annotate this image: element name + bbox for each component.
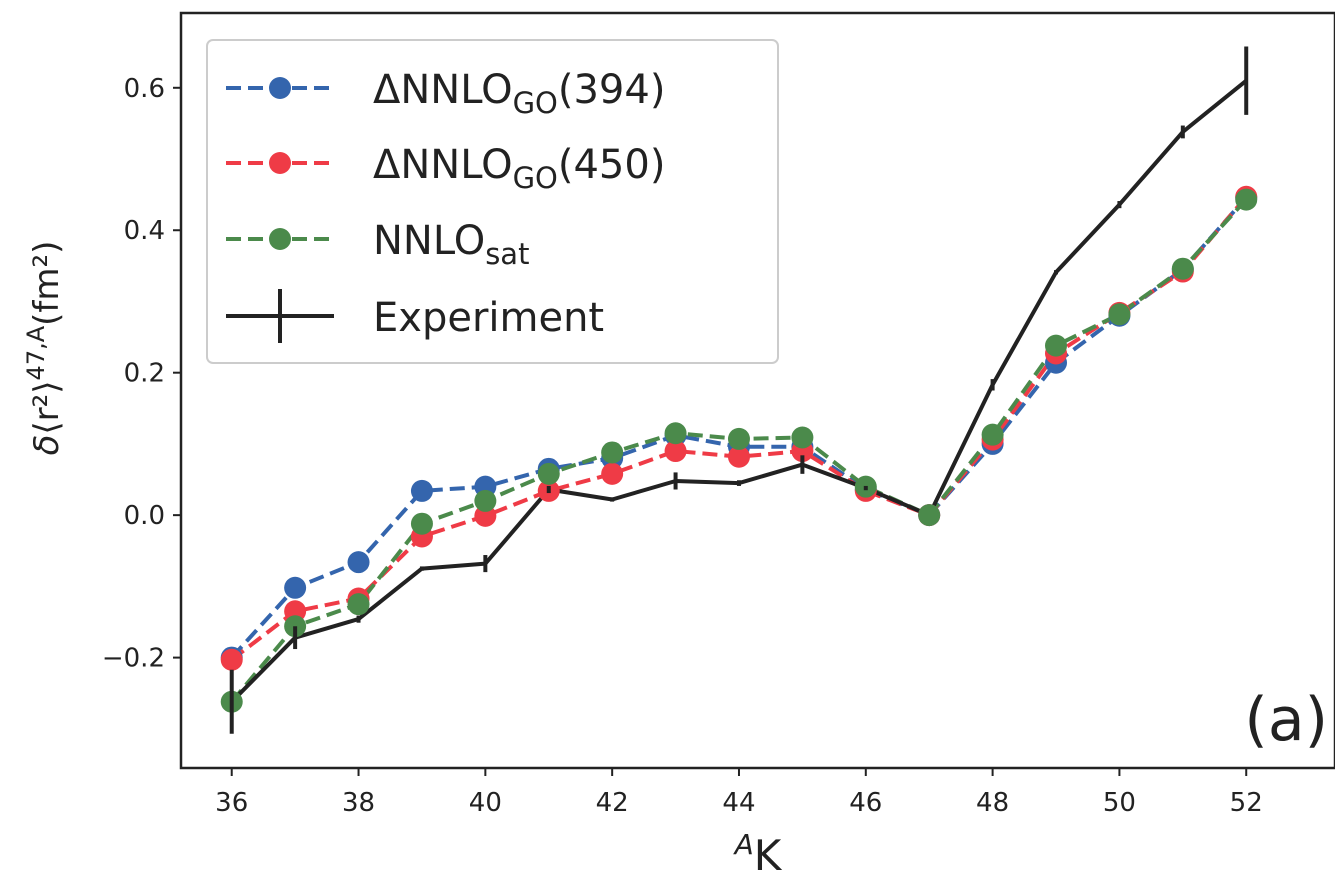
- series-2-point: [918, 504, 941, 527]
- series-2-point: [664, 422, 687, 445]
- y-tick-label: 0.2: [124, 359, 165, 389]
- y-axis-label: δ⟨r²⟩47,A(fm²): [22, 241, 67, 456]
- x-axis-label: AK: [733, 828, 783, 877]
- x-tick-label: 50: [1103, 788, 1136, 818]
- legend-label-sub: sat: [485, 237, 529, 271]
- series-1-point: [664, 440, 687, 463]
- plot-frame: [179, 11, 1335, 770]
- series-1-point: [601, 462, 624, 485]
- x-tick-label: 52: [1230, 788, 1263, 818]
- legend-label: Experiment: [373, 295, 604, 341]
- x-tick-label: 46: [849, 788, 882, 818]
- legend-label-main: ΔNNLO: [373, 142, 513, 188]
- y-axis-label-delta: δ: [27, 435, 67, 456]
- series-1-point: [220, 648, 243, 671]
- legend-label-tail: (450): [558, 142, 666, 188]
- series-2-point: [601, 441, 624, 464]
- series-0-point: [284, 576, 307, 599]
- series-2-point: [537, 462, 560, 485]
- y-axis-label-sup: 47,A: [22, 325, 50, 380]
- series-2-point: [1171, 257, 1194, 280]
- series-2-point: [410, 512, 433, 535]
- legend-label-main: NNLO: [373, 218, 485, 264]
- x-axis-label-sup: A: [733, 828, 754, 861]
- x-axis-label-main: K: [754, 831, 783, 877]
- series-2-point: [791, 426, 814, 449]
- x-tick-label: 42: [596, 788, 629, 818]
- x-tick-label: 48: [976, 788, 1009, 818]
- legend-label-tail: (394): [558, 67, 666, 113]
- panel-label: (a): [1244, 685, 1328, 755]
- legend-label-sub: GO: [513, 86, 558, 120]
- legend-handle-marker: [269, 152, 291, 174]
- series-markers: [220, 46, 1258, 734]
- y-axis-label-r2: ⟨r²⟩: [27, 380, 67, 434]
- x-tick-label: 44: [722, 788, 755, 818]
- series-1-point: [727, 445, 750, 468]
- x-tick-label: 40: [469, 788, 502, 818]
- axes: 36 38 40 42 44 46 48 50 52 −0.2 0.0 0.2 0.4 0.6: [102, 11, 1335, 818]
- legend-label: ΔNNLOGO(394): [373, 67, 665, 120]
- series-0-point: [347, 551, 370, 574]
- legend-label-main: Experiment: [373, 295, 604, 341]
- series-2-point: [981, 423, 1004, 446]
- series-2-point: [347, 593, 370, 616]
- series-2-point: [474, 489, 497, 512]
- y-tick-label: −0.2: [102, 644, 165, 674]
- legend-label-sub: GO: [513, 161, 558, 195]
- x-tick-label: 36: [215, 788, 248, 818]
- legend-label-main: ΔNNLO: [373, 67, 513, 113]
- y-tick-label: 0.4: [124, 216, 165, 246]
- legend-box: [206, 39, 779, 364]
- y-axis-label-unit: (fm²): [27, 241, 67, 326]
- series-2-point: [1108, 303, 1131, 326]
- y-tick-label: 0.0: [124, 501, 165, 531]
- legend-label: ΔNNLOGO(450): [373, 142, 665, 195]
- legend-handle-marker: [269, 228, 291, 250]
- legend: ΔNNLOGO(394)ΔNNLOGO(450)NNLOsatExperimen…: [206, 39, 779, 364]
- series-2-point: [1235, 188, 1258, 211]
- x-tick-label: 38: [342, 788, 375, 818]
- legend-label: NNLOsat: [373, 218, 529, 271]
- series-2-point: [1045, 334, 1068, 357]
- y-tick-label: 0.6: [124, 74, 165, 104]
- series-0-point: [410, 479, 433, 502]
- series-2-point: [727, 427, 750, 450]
- legend-handle-marker: [269, 77, 291, 99]
